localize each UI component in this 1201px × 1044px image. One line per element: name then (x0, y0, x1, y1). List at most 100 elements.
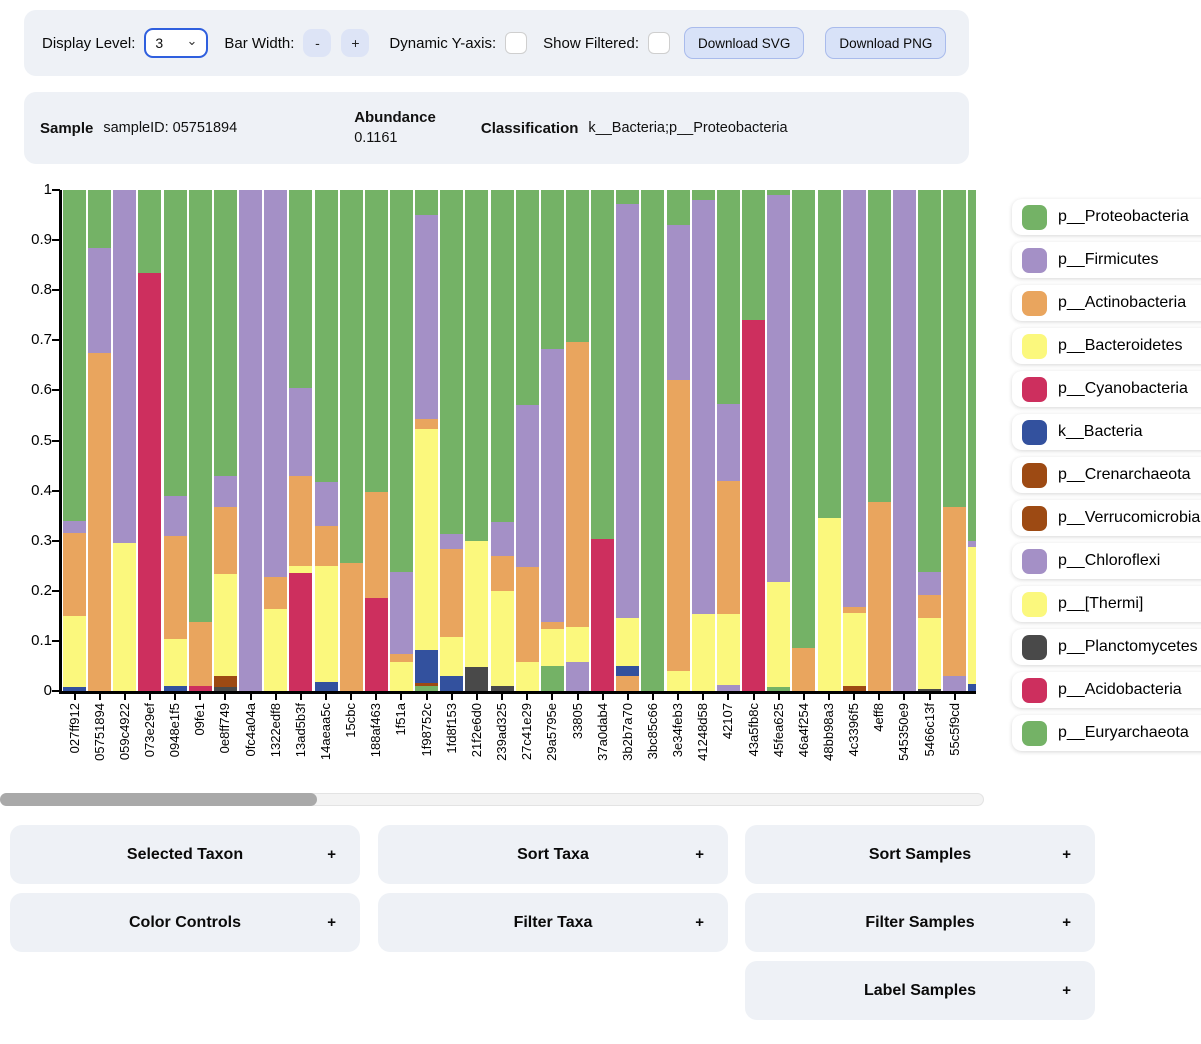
stacked-bar[interactable] (867, 190, 891, 691)
bar-segment[interactable] (213, 574, 237, 676)
bar-segment[interactable] (566, 627, 589, 663)
stacked-bar[interactable] (591, 190, 615, 691)
bar-segment[interactable] (943, 190, 967, 508)
stacked-bar[interactable] (616, 190, 640, 691)
bar-segment[interactable] (289, 387, 313, 476)
bar-segment[interactable] (691, 200, 715, 615)
stacked-bar[interactable] (163, 190, 187, 691)
bar-segment[interactable] (540, 348, 564, 623)
bar-segment[interactable] (666, 670, 690, 691)
stacked-bar[interactable] (490, 190, 514, 691)
bar-segment[interactable] (616, 190, 640, 204)
bar-segment[interactable] (239, 190, 263, 691)
bar-segment[interactable] (415, 686, 439, 691)
bar-segment[interactable] (138, 272, 162, 691)
bar-segment[interactable] (515, 662, 539, 691)
bar-segment[interactable] (918, 190, 942, 573)
bar-segment[interactable] (63, 520, 86, 534)
bar-segment[interactable] (465, 190, 489, 541)
stacked-bar[interactable] (968, 190, 976, 691)
bar-segment[interactable] (918, 618, 942, 689)
stacked-bar[interactable] (817, 190, 841, 691)
bar-segment[interactable] (490, 686, 514, 691)
stacked-bar[interactable] (566, 190, 589, 691)
bar-segment[interactable] (691, 190, 715, 201)
bar-segment[interactable] (415, 215, 439, 419)
stacked-bar[interactable] (465, 190, 489, 691)
stacked-bar[interactable] (943, 190, 967, 691)
bar-segment[interactable] (113, 543, 137, 691)
bar-segment[interactable] (314, 565, 338, 682)
legend-item[interactable]: p__Euryarchaeota (1012, 715, 1201, 751)
legend-item[interactable]: p__Proteobacteria (1012, 199, 1201, 235)
legend-item[interactable]: p__Cyanobacteria (1012, 371, 1201, 407)
bar-segment[interactable] (666, 380, 690, 671)
stacked-bar[interactable] (691, 190, 715, 691)
bar-segment[interactable] (691, 614, 715, 691)
bar-segment[interactable] (515, 190, 539, 406)
stacked-bar[interactable] (641, 190, 665, 691)
bar-segment[interactable] (566, 662, 589, 691)
bar-segment[interactable] (842, 686, 866, 691)
bar-segment[interactable] (591, 539, 615, 691)
stacked-bar[interactable] (213, 190, 237, 691)
bar-segment[interactable] (490, 590, 514, 686)
bar-segment[interactable] (440, 549, 464, 638)
stacked-bar[interactable] (88, 190, 112, 691)
bar-segment[interactable] (716, 480, 740, 615)
bar-segment[interactable] (490, 190, 514, 523)
bar-segment[interactable] (289, 565, 313, 574)
bar-segment[interactable] (415, 683, 439, 686)
bar-segment[interactable] (289, 190, 313, 388)
stacked-bar[interactable] (364, 190, 388, 691)
bar-segment[interactable] (415, 190, 439, 216)
stacked-bar[interactable] (289, 190, 313, 691)
legend-item[interactable]: p__Acidobacteria (1012, 672, 1201, 708)
bar-segment[interactable] (163, 495, 187, 536)
bar-segment[interactable] (490, 555, 514, 591)
bar-segment[interactable] (314, 681, 338, 691)
stacked-bar[interactable] (742, 190, 766, 691)
bar-segment[interactable] (767, 582, 791, 687)
bar-segment[interactable] (188, 190, 212, 623)
bar-segment[interactable] (63, 190, 86, 521)
bar-segment[interactable] (716, 684, 740, 691)
bar-segment[interactable] (339, 563, 363, 691)
bar-segment[interactable] (918, 688, 942, 691)
panel-filter-samples[interactable]: Filter Samples + (745, 893, 1095, 952)
bar-segment[interactable] (213, 675, 237, 687)
bar-segment[interactable] (968, 683, 976, 691)
bar-segment[interactable] (440, 534, 464, 550)
bar-segment[interactable] (490, 522, 514, 556)
bar-segment[interactable] (163, 686, 187, 691)
chart-scrollbar-thumb[interactable] (0, 793, 317, 806)
bar-segment[interactable] (867, 190, 891, 503)
bar-segment[interactable] (213, 475, 237, 508)
bar-segment[interactable] (767, 687, 791, 691)
stacked-bar[interactable] (113, 190, 137, 691)
stacked-bar[interactable] (389, 190, 413, 691)
bar-segment[interactable] (616, 665, 640, 676)
panel-filter-taxa[interactable]: Filter Taxa + (378, 893, 728, 952)
bar-segment[interactable] (289, 573, 313, 691)
download-svg-button[interactable]: Download SVG (684, 27, 805, 59)
bar-segment[interactable] (415, 428, 439, 651)
bar-segment[interactable] (440, 190, 464, 535)
panel-selected-taxon[interactable]: Selected Taxon + (10, 825, 360, 884)
bar-segment[interactable] (817, 518, 841, 691)
bar-segment[interactable] (264, 190, 288, 578)
stacked-bar[interactable] (767, 190, 791, 691)
stacked-bar[interactable] (239, 190, 263, 691)
bar-segment[interactable] (213, 687, 237, 691)
bar-segment[interactable] (716, 403, 740, 481)
bar-segment[interactable] (943, 675, 967, 691)
bar-width-decrease-button[interactable]: - (303, 29, 332, 57)
bar-segment[interactable] (540, 629, 564, 666)
bar-segment[interactable] (440, 675, 464, 691)
bar-segment[interactable] (465, 667, 489, 691)
bar-segment[interactable] (163, 535, 187, 640)
bar-segment[interactable] (842, 606, 866, 614)
bar-segment[interactable] (892, 190, 916, 691)
bar-segment[interactable] (88, 353, 112, 691)
expand-plus-icon[interactable]: + (1062, 846, 1071, 863)
